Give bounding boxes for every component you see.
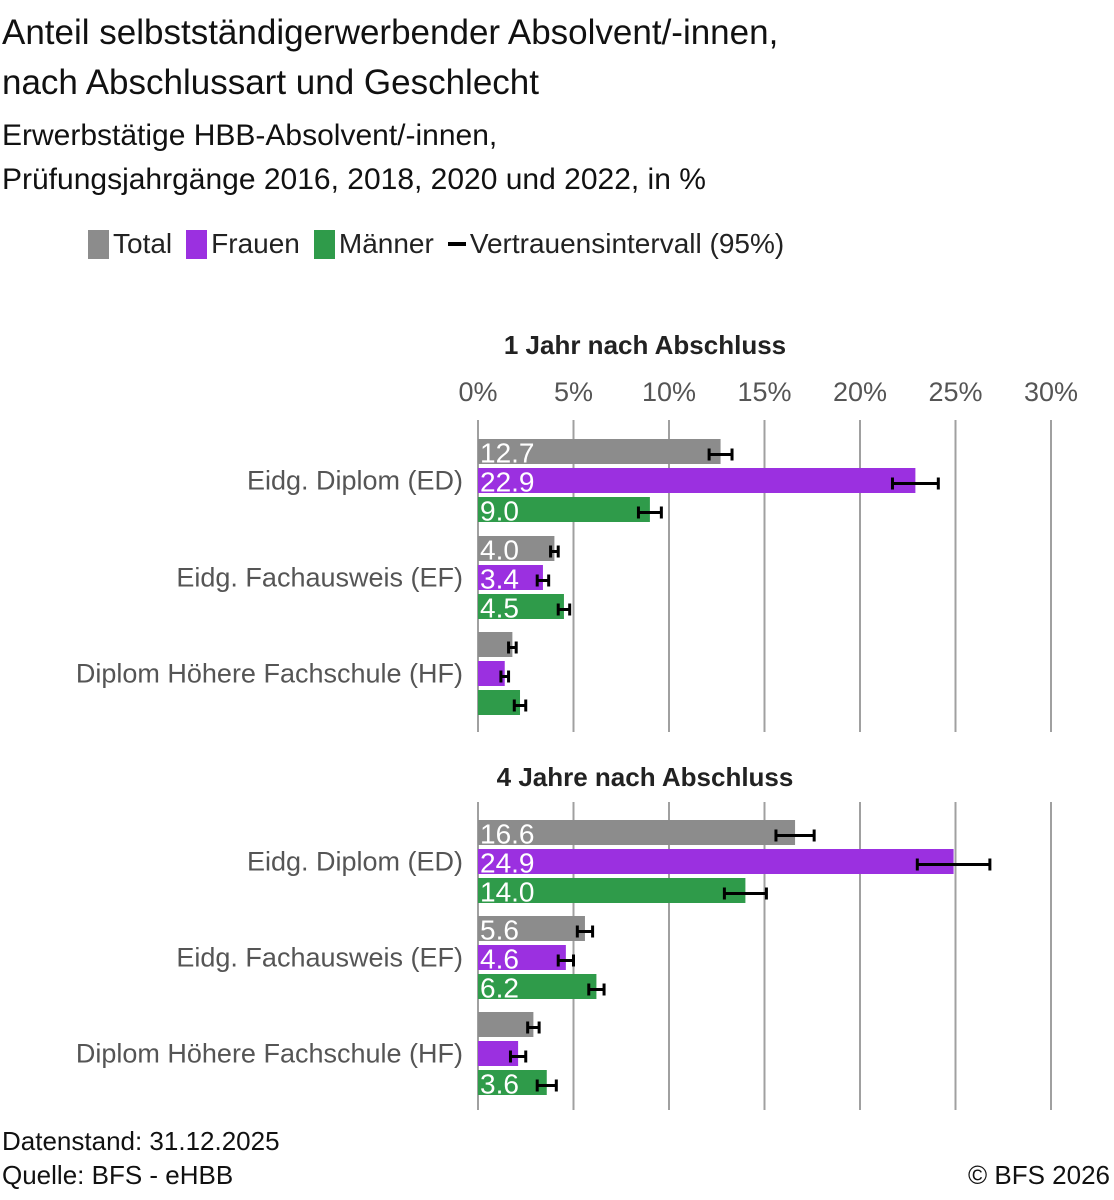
legend: Total Frauen Männer Vertrauensintervall … xyxy=(88,224,798,264)
legend-swatch-frauen xyxy=(186,229,208,259)
category-label: Eidg. Fachausweis (EF) xyxy=(176,563,463,593)
legend-swatch-ci xyxy=(447,242,466,246)
legend-item-frauen: Frauen xyxy=(186,228,300,260)
bar-value-label: 4.0 xyxy=(480,535,519,566)
x-tick-label: 20% xyxy=(833,377,887,407)
bar-frauen xyxy=(478,945,566,970)
bar-total xyxy=(478,1012,534,1037)
bar-maenner xyxy=(478,878,746,903)
bar-maenner xyxy=(478,974,597,999)
chart-subtitle-line2: Prüfungsjahrgänge 2016, 2018, 2020 und 2… xyxy=(2,163,706,196)
category-label: Eidg. Diplom (ED) xyxy=(247,466,463,496)
category-label: Eidg. Diplom (ED) xyxy=(247,847,463,877)
bar-total xyxy=(478,632,513,657)
bar-value-label: 4.6 xyxy=(480,944,519,975)
bar-value-label: 5.6 xyxy=(480,915,519,946)
copyright-text: © BFS 2026 xyxy=(967,1160,1110,1190)
chart-title-line1: Anteil selbstständigerwerbender Absolven… xyxy=(2,13,779,52)
chart-title-line2: nach Abschlussart und Geschlecht xyxy=(2,63,539,102)
legend-label-frauen: Frauen xyxy=(211,228,300,259)
bar-value-label: 12.7 xyxy=(480,438,535,469)
legend-item-maenner: Männer xyxy=(313,228,434,260)
x-tick-label: 5% xyxy=(554,377,593,407)
chart-title: Anteil selbstständigerwerbender Absolven… xyxy=(2,8,778,108)
bar-total xyxy=(478,916,585,941)
bar-frauen xyxy=(478,565,543,590)
datenstand-text: Datenstand: 31.12.2025 xyxy=(2,1126,280,1156)
bar-value-label: 9.0 xyxy=(480,496,519,527)
x-tick-label: 25% xyxy=(928,377,982,407)
bar-value-label: 6.2 xyxy=(480,973,519,1004)
bar-total xyxy=(478,536,555,561)
bar-total xyxy=(478,439,721,464)
panel-title-2: 4 Jahre nach Abschluss xyxy=(497,762,794,792)
category-label: Diplom Höhere Fachschule (HF) xyxy=(76,659,463,689)
legend-item-total: Total xyxy=(88,228,172,260)
bar-frauen xyxy=(478,468,916,493)
bar-frauen xyxy=(478,849,954,874)
bar-total xyxy=(478,820,796,845)
legend-label-ci: Vertrauensintervall (95%) xyxy=(469,228,785,259)
x-tick-label: 0% xyxy=(458,377,497,407)
bar-maenner xyxy=(478,594,564,619)
legend-swatch-total xyxy=(88,229,109,259)
bar-value-label: 3.4 xyxy=(480,564,519,595)
category-label: Eidg. Fachausweis (EF) xyxy=(176,943,463,973)
bar-maenner xyxy=(478,497,650,522)
bar-value-label: 3.6 xyxy=(480,1069,519,1100)
x-tick-label: 15% xyxy=(737,377,791,407)
panel-title-1: 1 Jahr nach Abschluss xyxy=(504,330,786,360)
legend-swatch-maenner xyxy=(313,229,335,259)
footer-left: Datenstand: 31.12.2025 Quelle: BFS - eHB… xyxy=(2,1124,280,1192)
quelle-text: Quelle: BFS - eHBB xyxy=(2,1160,234,1190)
legend-label-maenner: Männer xyxy=(338,228,434,259)
bar-maenner xyxy=(478,1070,547,1095)
legend-label-total: Total xyxy=(113,228,173,259)
bar-value-label: 24.9 xyxy=(480,848,535,879)
bar-value-label: 4.5 xyxy=(480,593,519,624)
bar-value-label: 22.9 xyxy=(480,467,535,498)
bar-value-label: 16.6 xyxy=(480,819,535,850)
category-label: Diplom Höhere Fachschule (HF) xyxy=(76,1039,463,1069)
x-tick-label: 30% xyxy=(1024,377,1078,407)
bar-frauen xyxy=(478,1041,519,1066)
chart-subtitle: Erwerbstätige HBB-Absolvent/-innen, Prüf… xyxy=(2,114,706,202)
x-tick-label: 10% xyxy=(642,377,696,407)
chart-subtitle-line1: Erwerbstätige HBB-Absolvent/-innen, xyxy=(2,119,498,152)
legend-item-ci: Vertrauensintervall (95%) xyxy=(447,228,785,260)
bar-value-label: 14.0 xyxy=(480,877,535,908)
